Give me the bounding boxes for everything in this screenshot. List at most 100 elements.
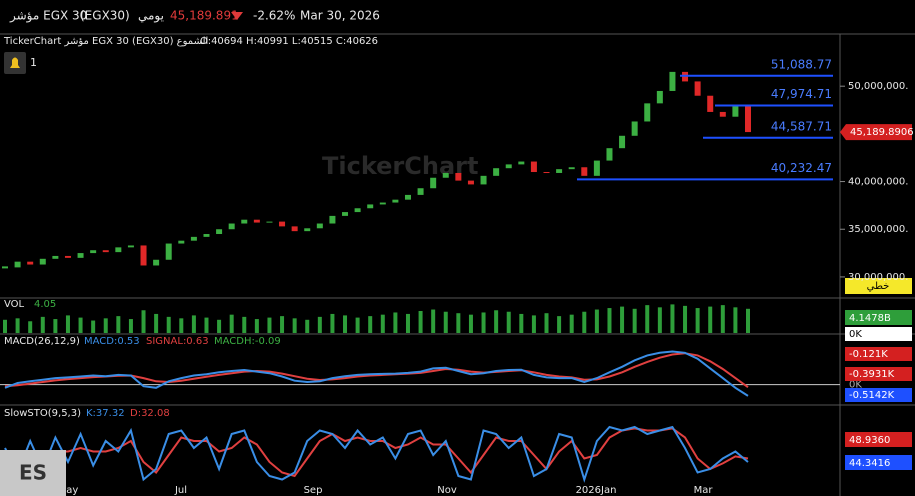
volume-bar [154, 313, 159, 333]
candle [442, 172, 449, 178]
y-tick-label: 30,000,000. [848, 272, 908, 283]
watermark: TickerChart [322, 152, 478, 180]
candle [178, 240, 185, 244]
level-label: 47,974.71 [771, 87, 832, 101]
volume-bar [443, 311, 448, 333]
volume-bar [481, 312, 486, 333]
candle [719, 111, 726, 117]
x-tick-label: Jul [174, 485, 187, 496]
candle [606, 148, 613, 161]
candle [291, 226, 298, 232]
candle [279, 221, 286, 227]
volume-bar [128, 319, 133, 333]
volume-bar [746, 308, 750, 333]
volume-bar [3, 319, 7, 333]
candle [404, 194, 411, 200]
candle [707, 95, 714, 112]
language-button[interactable] [0, 450, 66, 496]
candle [316, 223, 323, 229]
down-arrow [231, 12, 243, 20]
scale-label: 48.9360 [849, 435, 890, 446]
macd-value: MACD:0.53 [84, 336, 140, 347]
alert-count: 1 [30, 56, 37, 69]
candle [203, 234, 210, 237]
candle [530, 161, 537, 173]
vol-label: VOL [4, 299, 25, 310]
volume-bar [40, 316, 45, 333]
d-value: D:32.08 [130, 408, 170, 419]
volume-bar [733, 307, 738, 333]
volume-bar [456, 313, 461, 333]
candle [77, 253, 84, 258]
candle [253, 219, 260, 223]
scale-label: -0.5142K [849, 390, 895, 401]
candle [115, 247, 122, 253]
volume-bar [569, 314, 574, 333]
x-tick-label: May [58, 485, 79, 496]
volume-bar [708, 306, 713, 333]
candle [392, 199, 399, 203]
scale-label: 4.1478B [849, 313, 891, 324]
candle [732, 106, 739, 117]
candle [304, 228, 311, 232]
volume-bar [141, 310, 146, 333]
bell-icon [10, 57, 20, 68]
k-value: K:37.32 [86, 408, 125, 419]
volume-bar [267, 317, 272, 333]
candle [656, 90, 663, 104]
volume-bar [468, 314, 473, 333]
volume-bar [65, 315, 70, 333]
scale-box [845, 327, 912, 341]
candle [493, 168, 500, 176]
scale-box [845, 455, 912, 470]
volume-bar [632, 308, 637, 333]
volume-bar [607, 308, 612, 333]
x-tick-label: Nov [437, 485, 457, 496]
date: Mar 30, 2026 [300, 9, 380, 23]
candle [64, 255, 71, 258]
y-tick-label: 40,000,000. [848, 177, 908, 188]
scale-label: -0.121K [849, 349, 888, 360]
candle [467, 180, 474, 185]
volume-bar [317, 316, 322, 333]
vol-value: 4.05 [34, 299, 56, 310]
candle [90, 250, 97, 254]
candle [2, 266, 8, 269]
price: 45,189.891 [170, 9, 239, 23]
candle [581, 167, 588, 176]
volume-bar [254, 319, 259, 333]
language-label: ES [19, 461, 47, 485]
volume-bar [343, 315, 348, 333]
volume-bar [418, 311, 423, 333]
candle [745, 106, 751, 133]
candle [266, 221, 273, 223]
volume-bar [191, 315, 196, 333]
volume-bar [103, 318, 108, 333]
style-button[interactable] [845, 278, 912, 294]
signal-value: SIGNAL:0.63 [146, 336, 209, 347]
volume-bar [670, 304, 675, 333]
candle [190, 236, 197, 241]
level-label: 51,088.77 [771, 57, 832, 71]
candle [593, 160, 600, 176]
volume-bar [720, 305, 725, 333]
volume-bar [368, 316, 373, 333]
candle [518, 161, 525, 165]
period[interactable]: يومي [138, 9, 164, 24]
price-tag-label: 45,189.8906 [850, 127, 914, 138]
volume-bar [78, 317, 83, 333]
volume-bar [657, 307, 662, 333]
candle [694, 81, 701, 96]
scale-label: -0.3931K [849, 369, 895, 380]
volume-bar [229, 314, 234, 333]
volume-bar [645, 305, 650, 333]
volume-bar [15, 318, 20, 333]
volume-bar [405, 313, 410, 333]
ohlc: O:40694 H:40991 L:40515 C:40626 [200, 36, 378, 47]
candle [644, 103, 651, 122]
scale-label: 0K [849, 329, 862, 340]
volume-bar [217, 319, 222, 333]
